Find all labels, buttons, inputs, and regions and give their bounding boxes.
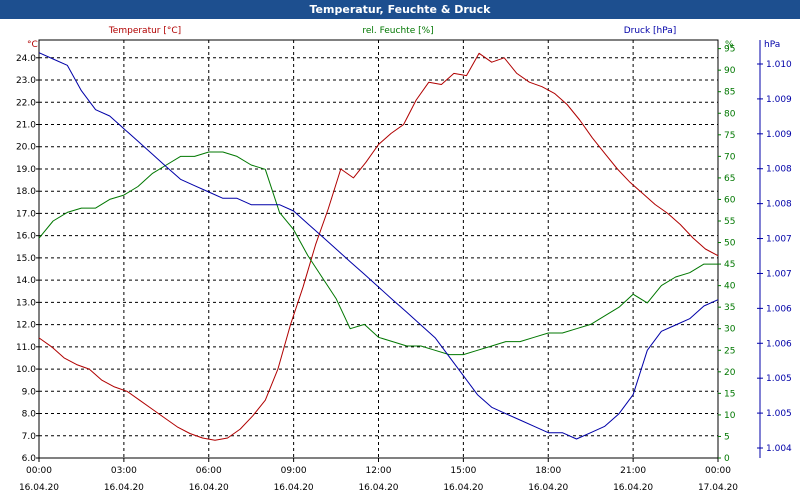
chart-background xyxy=(0,19,800,500)
humidity-tick-label: 70 xyxy=(724,152,736,162)
humidity-series-line xyxy=(38,151,718,356)
temperature-tick-label: 22.0 xyxy=(16,98,36,108)
temperature-tick-label: 24.0 xyxy=(16,54,36,64)
temperature-tick-label: 10.0 xyxy=(16,365,36,375)
x-tick-time: 12:00 xyxy=(366,466,392,476)
temperature-tick-label: 17.0 xyxy=(16,209,36,219)
humidity-tick-label: 50 xyxy=(724,239,736,249)
pressure-series-line xyxy=(38,52,719,440)
pressure-tick-label: 1.007 xyxy=(766,269,792,279)
x-tick-time: 00:00 xyxy=(26,466,52,476)
x-tick-time: 03:00 xyxy=(111,466,137,476)
x-tick-date: 16.04.20 xyxy=(613,483,653,493)
x-tick-date: 16.04.20 xyxy=(19,483,59,493)
humidity-tick-label: 55 xyxy=(724,217,735,227)
humidity-tick-label: 90 xyxy=(724,66,736,76)
pressure-axis-label: Druck [hPa] xyxy=(624,26,677,36)
x-tick-date: 16.04.20 xyxy=(104,483,144,493)
ticks-layer: 6.0 7.0 8.0 9.0 10.0 11.0 12.0 13.0 14.0 15.0 16.0… xyxy=(16,45,792,493)
temperature-tick-label: 6.0 xyxy=(22,454,37,464)
humidity-tick-label: 85 xyxy=(724,88,735,98)
chart-title: Temperatur, Feuchte & Druck xyxy=(0,0,800,19)
humidity-tick-label: 30 xyxy=(724,325,736,335)
x-tick-date: 16.04.20 xyxy=(528,483,568,493)
pressure-tick-label: 1.008 xyxy=(766,165,792,175)
humidity-tick-label: 60 xyxy=(724,195,736,205)
temperature-axis-label: Temperatur [°C] xyxy=(108,26,181,36)
series-layer xyxy=(38,52,719,441)
temperature-tick-label: 15.0 xyxy=(16,254,36,264)
pressure-unit: hPa xyxy=(764,40,780,50)
x-tick-date: 16.04.20 xyxy=(358,483,398,493)
x-tick-time: 18:00 xyxy=(535,466,561,476)
pressure-tick-label: 1.010 xyxy=(766,60,792,70)
temperature-tick-label: 16.0 xyxy=(16,232,36,242)
x-tick-date: 17.04.20 xyxy=(698,483,738,493)
temperature-tick-label: 21.0 xyxy=(16,120,36,130)
temperature-unit: °C xyxy=(27,40,38,50)
humidity-tick-label: 20 xyxy=(724,368,736,378)
x-tick-date: 16.04.20 xyxy=(189,483,229,493)
temperature-tick-label: 20.0 xyxy=(16,143,36,153)
pressure-tick-label: 1.006 xyxy=(766,339,792,349)
temperature-tick-label: 23.0 xyxy=(16,76,36,86)
temperature-tick-label: 18.0 xyxy=(16,187,36,197)
humidity-unit: % xyxy=(725,40,734,50)
temperature-tick-label: 19.0 xyxy=(16,165,36,175)
x-tick-time: 15:00 xyxy=(450,466,476,476)
temperature-tick-label: 7.0 xyxy=(22,432,37,442)
humidity-tick-label: 80 xyxy=(724,109,736,119)
pressure-tick-label: 1.005 xyxy=(766,374,792,384)
x-tick-time: 00:00 xyxy=(705,466,731,476)
humidity-tick-label: 95 xyxy=(724,45,735,55)
humidity-tick-label: 15 xyxy=(724,389,735,399)
temperature-series-line xyxy=(38,52,719,441)
humidity-tick-label: 45 xyxy=(724,260,735,270)
temperature-tick-label: 11.0 xyxy=(16,343,36,353)
temperature-tick-label: 8.0 xyxy=(22,410,37,420)
humidity-tick-label: 0 xyxy=(724,454,730,464)
x-tick-time: 21:00 xyxy=(620,466,646,476)
x-tick-date: 16.04.20 xyxy=(274,483,314,493)
temperature-tick-label: 12.0 xyxy=(16,321,36,331)
humidity-axis-label: rel. Feuchte [%] xyxy=(362,26,433,36)
temperature-tick-label: 13.0 xyxy=(16,298,36,308)
pressure-tick-label: 1.008 xyxy=(766,200,792,210)
pressure-tick-label: 1.005 xyxy=(766,409,792,419)
humidity-tick-label: 10 xyxy=(724,411,736,421)
temperature-tick-label: 14.0 xyxy=(16,276,36,286)
temperature-tick-label: 9.0 xyxy=(22,387,37,397)
pressure-tick-label: 1.006 xyxy=(766,304,792,314)
humidity-tick-label: 35 xyxy=(724,303,735,313)
pressure-tick-label: 1.007 xyxy=(766,235,792,245)
humidity-tick-label: 65 xyxy=(724,174,735,184)
pressure-tick-label: 1.004 xyxy=(766,444,792,454)
humidity-tick-label: 5 xyxy=(724,432,730,442)
chart: 6.0 7.0 8.0 9.0 10.0 11.0 12.0 13.0 14.0 15.0 16.0… xyxy=(0,19,800,500)
humidity-tick-label: 40 xyxy=(724,282,736,292)
x-tick-time: 06:00 xyxy=(196,466,222,476)
x-tick-time: 09:00 xyxy=(281,466,307,476)
humidity-tick-label: 25 xyxy=(724,346,735,356)
pressure-tick-label: 1.009 xyxy=(766,130,792,140)
pressure-tick-label: 1.009 xyxy=(766,95,792,105)
humidity-tick-label: 75 xyxy=(724,131,735,141)
grid xyxy=(39,40,718,459)
x-tick-date: 16.04.20 xyxy=(443,483,483,493)
